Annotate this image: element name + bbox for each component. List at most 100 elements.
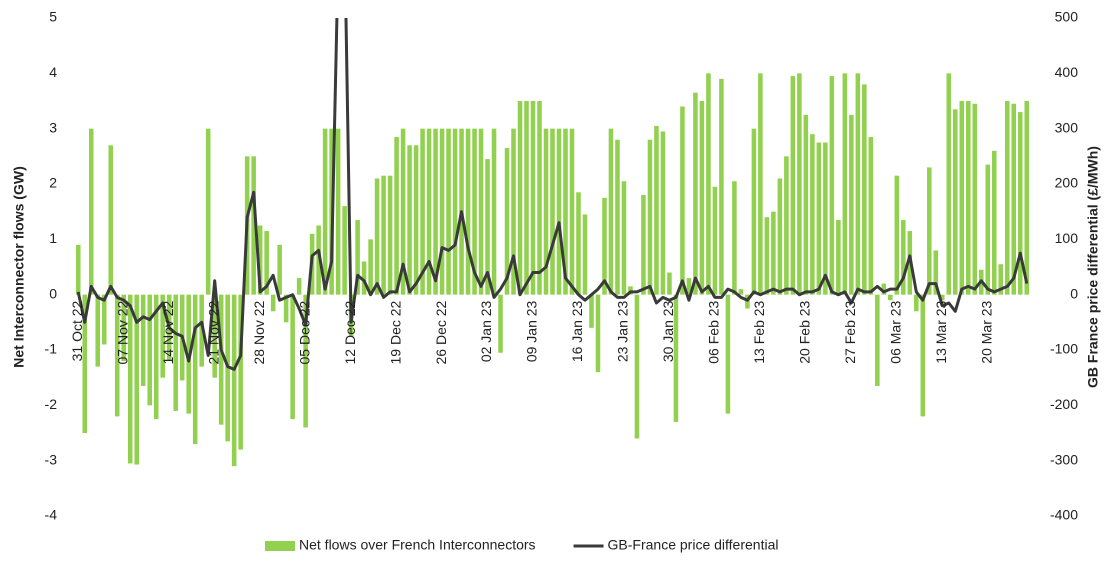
bar xyxy=(797,73,802,295)
x-tick-label: 12 Dec 22 xyxy=(342,300,358,364)
bar xyxy=(738,289,744,295)
bar xyxy=(361,261,367,295)
x-tick-label: 20 Mar 23 xyxy=(978,300,994,363)
bar xyxy=(569,128,575,295)
bar xyxy=(400,128,406,295)
bar xyxy=(725,294,731,414)
legend-label: Net flows over French Interconnectors xyxy=(299,537,536,553)
x-tick-label: 30 Jan 23 xyxy=(660,300,676,362)
bar xyxy=(589,294,594,328)
x-tick-label: 05 Dec 22 xyxy=(296,300,312,364)
bar xyxy=(953,109,958,295)
bar xyxy=(602,197,607,295)
x-tick-label: 20 Feb 23 xyxy=(797,300,813,363)
bar xyxy=(693,92,698,295)
bar xyxy=(160,294,165,378)
bar xyxy=(218,294,224,425)
x-tick-label: 06 Mar 23 xyxy=(888,300,904,363)
bar xyxy=(608,128,614,295)
bar xyxy=(667,272,672,295)
x-tick-label: 28 Nov 22 xyxy=(251,300,267,364)
bar xyxy=(563,128,568,295)
x-tick-label: 16 Jan 23 xyxy=(569,300,585,362)
bar xyxy=(147,294,152,406)
bar xyxy=(491,128,497,295)
bar xyxy=(680,106,685,295)
bar xyxy=(732,181,737,295)
bar xyxy=(647,139,653,295)
bar xyxy=(277,244,282,295)
bar xyxy=(413,145,419,295)
legend-label: GB-France price differential xyxy=(608,537,779,553)
bar xyxy=(576,192,581,295)
bar xyxy=(517,101,523,295)
bar xyxy=(381,175,386,295)
bar xyxy=(387,175,393,295)
bar xyxy=(88,128,94,295)
bar xyxy=(991,150,997,295)
bar xyxy=(478,128,484,295)
bar xyxy=(699,101,705,295)
y-tick-label: -3 xyxy=(45,451,58,467)
y-tick-label: -4 xyxy=(45,507,58,523)
bar xyxy=(108,145,114,295)
bar xyxy=(231,294,237,467)
bar xyxy=(426,128,432,295)
bar xyxy=(972,103,978,295)
bar xyxy=(771,211,776,295)
bar xyxy=(888,294,893,301)
y2-tick-label: -200 xyxy=(1050,396,1078,412)
bar xyxy=(686,278,692,295)
y-tick-label: 0 xyxy=(49,285,57,301)
bar xyxy=(140,294,146,386)
bar xyxy=(433,128,438,295)
bar xyxy=(758,73,763,295)
bar xyxy=(1024,101,1030,295)
bar xyxy=(894,175,900,295)
bar xyxy=(251,156,256,295)
bar xyxy=(530,101,536,295)
bar xyxy=(270,294,276,312)
bar xyxy=(192,294,198,445)
y2-tick-label: 200 xyxy=(1055,175,1079,191)
bar xyxy=(342,206,347,295)
bar xyxy=(582,214,588,295)
bar xyxy=(212,294,217,378)
bar xyxy=(556,128,562,295)
bar xyxy=(485,159,490,295)
bar xyxy=(550,128,555,295)
bar xyxy=(660,131,666,295)
y-tick-label: 1 xyxy=(49,230,57,246)
bar xyxy=(595,294,601,373)
y2-axis-title: GB France price differential (£/MWh) xyxy=(1085,146,1101,388)
bar xyxy=(303,294,308,428)
y2-tick-label: 100 xyxy=(1055,230,1079,246)
bar xyxy=(199,294,204,367)
x-tick-label: 14 Nov 22 xyxy=(160,300,176,364)
bar xyxy=(712,186,718,295)
bar xyxy=(855,73,861,295)
x-tick-label: 23 Jan 23 xyxy=(615,300,631,362)
x-tick-label: 07 Nov 22 xyxy=(114,300,130,364)
bar xyxy=(1011,103,1017,295)
x-tick-label: 02 Jan 23 xyxy=(478,300,494,362)
bar xyxy=(959,101,965,295)
x-tick-label: 09 Jan 23 xyxy=(524,300,540,362)
y2-tick-label: 400 xyxy=(1055,64,1079,80)
bar xyxy=(205,128,211,295)
bar xyxy=(335,128,341,295)
bar xyxy=(537,101,542,295)
bar xyxy=(641,195,646,295)
x-tick-label: 13 Mar 23 xyxy=(933,300,949,363)
bar xyxy=(719,78,724,295)
y-tick-label: 4 xyxy=(49,64,57,80)
bar xyxy=(504,148,510,295)
x-tick-label: 31 Oct 22 xyxy=(69,300,85,361)
y-tick-label: -1 xyxy=(45,341,58,357)
bar xyxy=(238,294,243,450)
bar xyxy=(706,73,711,295)
bar xyxy=(790,76,796,295)
bar xyxy=(849,114,854,295)
bar xyxy=(777,178,783,295)
y2-tick-label: 500 xyxy=(1055,9,1079,25)
